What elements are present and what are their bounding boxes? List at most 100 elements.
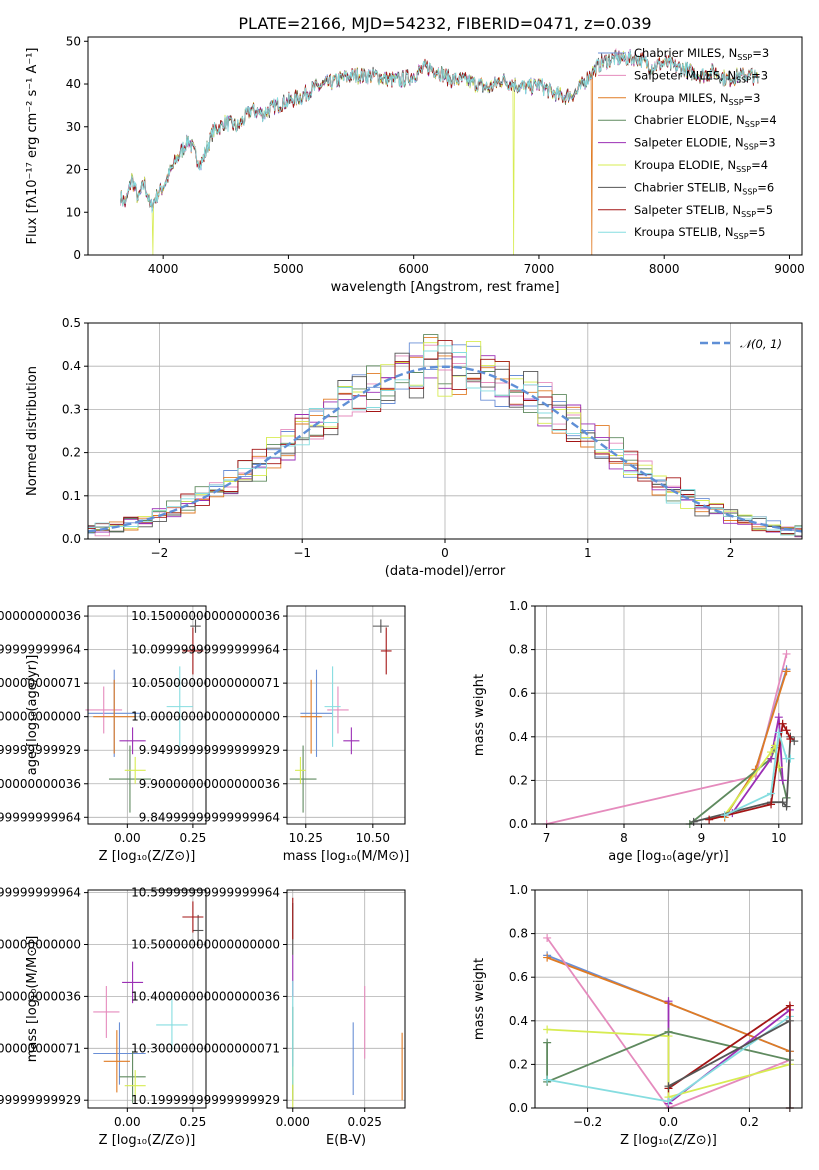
x-tick-label: 0.2 bbox=[740, 1115, 759, 1129]
x-tick-label: 4000 bbox=[148, 262, 179, 276]
legend-label-chabrier-elodie: Chabrier ELODIE, NSSP=4 bbox=[634, 113, 777, 129]
legend-label-salpeter-stelib: Salpeter STELIB, NSSP=5 bbox=[634, 203, 773, 219]
marker-salpeter-stelib bbox=[786, 734, 795, 743]
marker-kroupa-elodie bbox=[767, 748, 776, 757]
errorbar-salpeter-miles bbox=[327, 686, 349, 734]
y-tick-label: 10.00000000000000000 bbox=[0, 710, 81, 724]
y-tick-label: 0.2 bbox=[62, 446, 81, 460]
marker-kroupa-elodie bbox=[543, 1025, 552, 1034]
plot-area bbox=[120, 47, 759, 256]
marker-salpeter-elodie bbox=[664, 997, 673, 1006]
x-tick-label: −2 bbox=[151, 546, 169, 560]
errorbar-kroupa-miles bbox=[103, 1030, 130, 1093]
y-tick-label: 0.6 bbox=[509, 686, 528, 700]
marker-kroupa-stelib bbox=[543, 1075, 552, 1084]
y-tick-label: 0.0 bbox=[509, 1101, 528, 1115]
errorbar-salpeter-stelib bbox=[182, 627, 204, 675]
y-tick-label: 9.84999999999999964 bbox=[0, 810, 81, 824]
panel-age_vs_mass: 10.25 10.50 9.84999999999999964 9.900000000… bbox=[131, 605, 409, 864]
y-axis-label: age [log₁₀(age/yr)] bbox=[25, 655, 40, 776]
panel-age_vs_Z: 0.00 0.25 9.84999999999999964 9.90000000000… bbox=[0, 605, 207, 864]
marker-kroupa-miles bbox=[543, 953, 552, 962]
marker-salpeter-stelib bbox=[778, 719, 787, 728]
errorbar-chabrier-elodie bbox=[119, 1050, 146, 1103]
marker-salpeter-stelib bbox=[782, 726, 791, 735]
axes-frame bbox=[286, 889, 406, 1109]
plot-area bbox=[289, 619, 392, 813]
y-tick-label: 0.2 bbox=[509, 1057, 528, 1071]
histogram-salpeter-stelib bbox=[88, 340, 802, 535]
y-tick-label: 10.30000000000000071 bbox=[0, 1041, 81, 1055]
y-tick-label: 10.59999999999999964 bbox=[0, 886, 81, 900]
x-tick-label: −0.2 bbox=[573, 1115, 602, 1129]
y-tick-label: 0 bbox=[73, 248, 81, 262]
line-kroupa-elodie bbox=[723, 742, 780, 816]
y-tick-label: 50 bbox=[66, 34, 81, 48]
normal-distribution-curve bbox=[87, 365, 803, 533]
panel-mass_vs_ebv: 0.000 0.025 10.19999999999999929 10.3000000… bbox=[131, 886, 406, 1148]
errorbar-salpeter-elodie bbox=[122, 961, 144, 1004]
panel-mass_vs_Z: 0.00 0.25 10.19999999999999929 10.300000000… bbox=[0, 886, 207, 1148]
plot-area bbox=[93, 901, 204, 1103]
legend-label-normal: 𝒩(0, 1) bbox=[740, 337, 782, 351]
x-axis-label: Z [log₁₀(Z/Z⊙)] bbox=[99, 849, 196, 864]
marker-salpeter-stelib bbox=[767, 800, 776, 809]
y-tick-label: 0.8 bbox=[509, 643, 528, 657]
x-tick-label: 8 bbox=[620, 831, 628, 845]
errorbar-salpeter-elodie bbox=[343, 727, 360, 755]
y-tick-label: 9.90000000000000036 bbox=[139, 777, 280, 791]
x-tick-label: 1 bbox=[584, 546, 592, 560]
y-tick-label: 9.84999999999999964 bbox=[139, 810, 280, 824]
y-tick-label: 0.4 bbox=[509, 730, 528, 744]
x-tick-label: 9000 bbox=[774, 262, 805, 276]
errorbar-chabrier-stelib bbox=[190, 619, 201, 633]
plot-area bbox=[542, 649, 799, 828]
y-tick-label: 10.59999999999999964 bbox=[131, 886, 280, 900]
y-tick-label: 30 bbox=[66, 120, 81, 134]
panel-massweight_vs_age: 7 8 9 10 0.0 0.2 0.4 0.6 0.8 1.0 age [log₁₀(age/yr… bbox=[472, 599, 803, 864]
y-tick-label: 10.50000000000000000 bbox=[131, 938, 280, 952]
y-axis-label: mass weight bbox=[472, 958, 487, 1040]
legend-label-kroupa-stelib: Kroupa STELIB, NSSP=5 bbox=[634, 225, 765, 241]
x-tick-label: 0.00 bbox=[114, 1115, 141, 1129]
marker-kroupa-stelib bbox=[786, 754, 795, 763]
legend-label-kroupa-elodie: Kroupa ELODIE, NSSP=4 bbox=[634, 158, 768, 174]
axes-frame bbox=[87, 36, 803, 256]
spectrum-legend: Chabrier MILES, NSSP=3 Salpeter MILES, NS… bbox=[598, 46, 777, 241]
errorbar-kroupa-elodie bbox=[124, 756, 146, 784]
marker-kroupa-stelib bbox=[720, 811, 729, 820]
y-tick-label: 10 bbox=[66, 205, 81, 219]
marker-chabrier-stelib bbox=[785, 1016, 794, 1025]
y-tick-label: 10.05000000000000071 bbox=[0, 676, 81, 690]
residuals-legend: 𝒩(0, 1) bbox=[700, 337, 782, 351]
histogram-kroupa-stelib bbox=[88, 345, 802, 536]
errorbar-kroupa-miles bbox=[93, 679, 136, 754]
plot-area bbox=[85, 619, 204, 813]
x-tick-label: 10.25 bbox=[289, 831, 323, 845]
x-tick-label: 10 bbox=[771, 831, 786, 845]
x-tick-label: 10.50 bbox=[356, 831, 390, 845]
y-tick-label: 0.6 bbox=[509, 970, 528, 984]
y-tick-label: 0.3 bbox=[62, 402, 81, 416]
errorbar-kroupa-stelib bbox=[156, 999, 188, 1051]
spectrum-line-kroupa-stelib bbox=[120, 49, 759, 213]
errorbar-salpeter-miles bbox=[93, 986, 120, 1038]
line-salpeter-elodie bbox=[731, 717, 784, 814]
errorbar-chabrier-stelib bbox=[192, 914, 204, 947]
y-tick-label: 0.4 bbox=[62, 359, 81, 373]
marker-salpeter-stelib bbox=[785, 1001, 794, 1010]
y-tick-label: 9.94999999999999929 bbox=[139, 743, 280, 757]
y-tick-label: 10.00000000000000000 bbox=[131, 710, 280, 724]
errorbar-chabrier-stelib bbox=[372, 619, 389, 633]
errorbar-salpeter-stelib bbox=[380, 627, 392, 675]
y-tick-label: 0.2 bbox=[509, 773, 528, 787]
x-tick-label: 0.025 bbox=[348, 1115, 382, 1129]
errorbar-salpeter-miles bbox=[85, 686, 123, 734]
y-tick-label: 1.0 bbox=[509, 883, 528, 897]
panel-massweight_vs_Z: −0.2 0.0 0.2 0.0 0.2 0.4 0.6 0.8 1.0 Z [log₁₀(Z/Z… bbox=[472, 883, 803, 1148]
y-tick-label: 10.19999999999999929 bbox=[0, 1093, 81, 1107]
marker-salpeter-miles bbox=[782, 649, 791, 658]
errorbar-kroupa-miles bbox=[300, 679, 322, 754]
y-tick-label: 20 bbox=[66, 163, 81, 177]
